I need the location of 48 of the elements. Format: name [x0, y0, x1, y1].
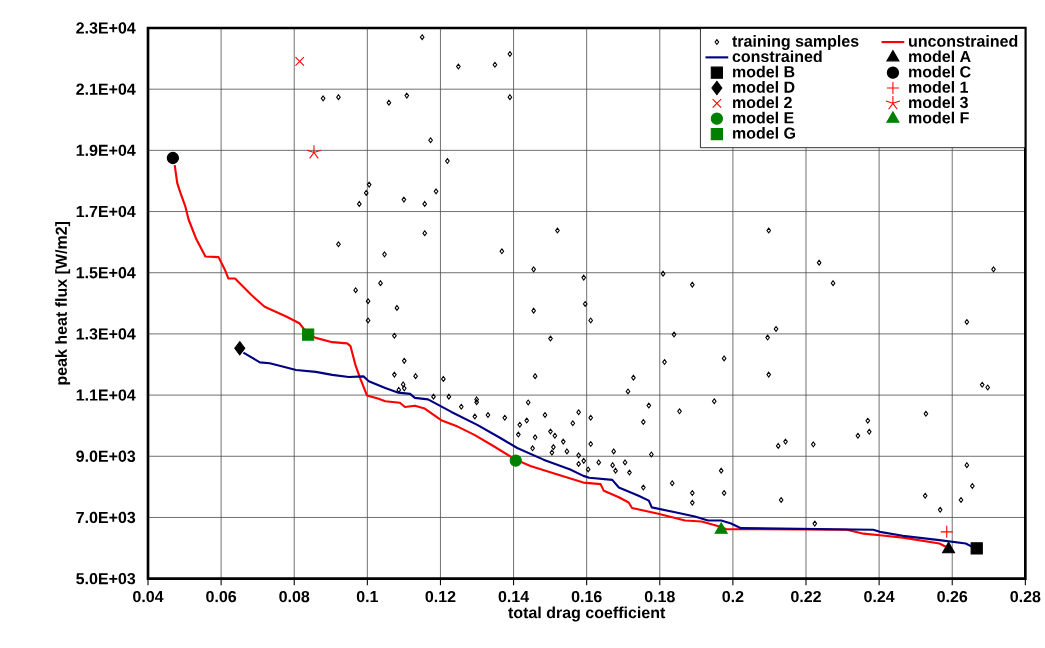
- y-tick-label: 5.0E+03: [76, 572, 136, 585]
- legend-label: model B: [733, 65, 795, 78]
- y-tick-label: 1.9E+04: [76, 144, 136, 157]
- x-tick-label: 0.18: [644, 590, 675, 603]
- x-tick-label: 0.12: [425, 590, 456, 603]
- y-tick-label: 9.0E+03: [76, 450, 136, 462]
- point: [294, 56, 305, 67]
- legend-label: model A: [909, 50, 971, 63]
- legend-label: model E: [733, 111, 794, 124]
- x-tick-label: 0.2: [722, 590, 744, 603]
- point: [940, 525, 954, 539]
- point: [942, 541, 956, 554]
- x-tick-label: 0.28: [1010, 590, 1041, 603]
- y-axis-title: peak heat flux [W/m2]: [55, 221, 71, 385]
- x-tick-label: 0.04: [133, 590, 164, 603]
- y-tick-label: 1.5E+04: [76, 267, 136, 279]
- legend-label: training samples: [732, 35, 859, 51]
- legend-label: model 1: [909, 81, 969, 93]
- x-tick-label: 0.06: [206, 590, 237, 603]
- point: [970, 542, 983, 555]
- point: [509, 454, 522, 467]
- point: [234, 341, 246, 356]
- y-tick-label: 1.1E+04: [76, 389, 136, 401]
- point: [166, 151, 179, 165]
- x-tick-label: 0.1: [356, 590, 379, 603]
- y-tick-label: 2.3E+04: [76, 22, 136, 34]
- y-tick-label: 1.3E+04: [76, 328, 136, 340]
- legend-label: model F: [909, 111, 969, 124]
- y-tick-label: 7.0E+03: [76, 511, 136, 524]
- legend-label: model 3: [909, 96, 968, 109]
- legend-label: constrained: [732, 50, 822, 63]
- x-axis-title: total drag coefficient: [508, 606, 666, 622]
- legend-label: model C: [909, 65, 971, 78]
- x-tick-label: 0.26: [937, 590, 968, 603]
- legend-label: model G: [733, 127, 795, 139]
- legend-label: model D: [733, 81, 795, 93]
- x-tick-label: 0.22: [791, 590, 821, 603]
- x-tick-label: 0.14: [498, 590, 530, 603]
- legend-label: unconstrained: [909, 35, 1018, 47]
- y-tick-label: 1.7E+04: [76, 205, 136, 218]
- point: [301, 328, 315, 341]
- y-tick-label: 2.1E+04: [76, 83, 136, 95]
- legend-label: model 2: [733, 96, 792, 109]
- point: [714, 522, 728, 534]
- x-tick-label: 0.16: [571, 590, 602, 603]
- x-tick-label: 0.08: [279, 590, 310, 603]
- point: [306, 144, 322, 159]
- x-tick-label: 0.24: [864, 590, 895, 603]
